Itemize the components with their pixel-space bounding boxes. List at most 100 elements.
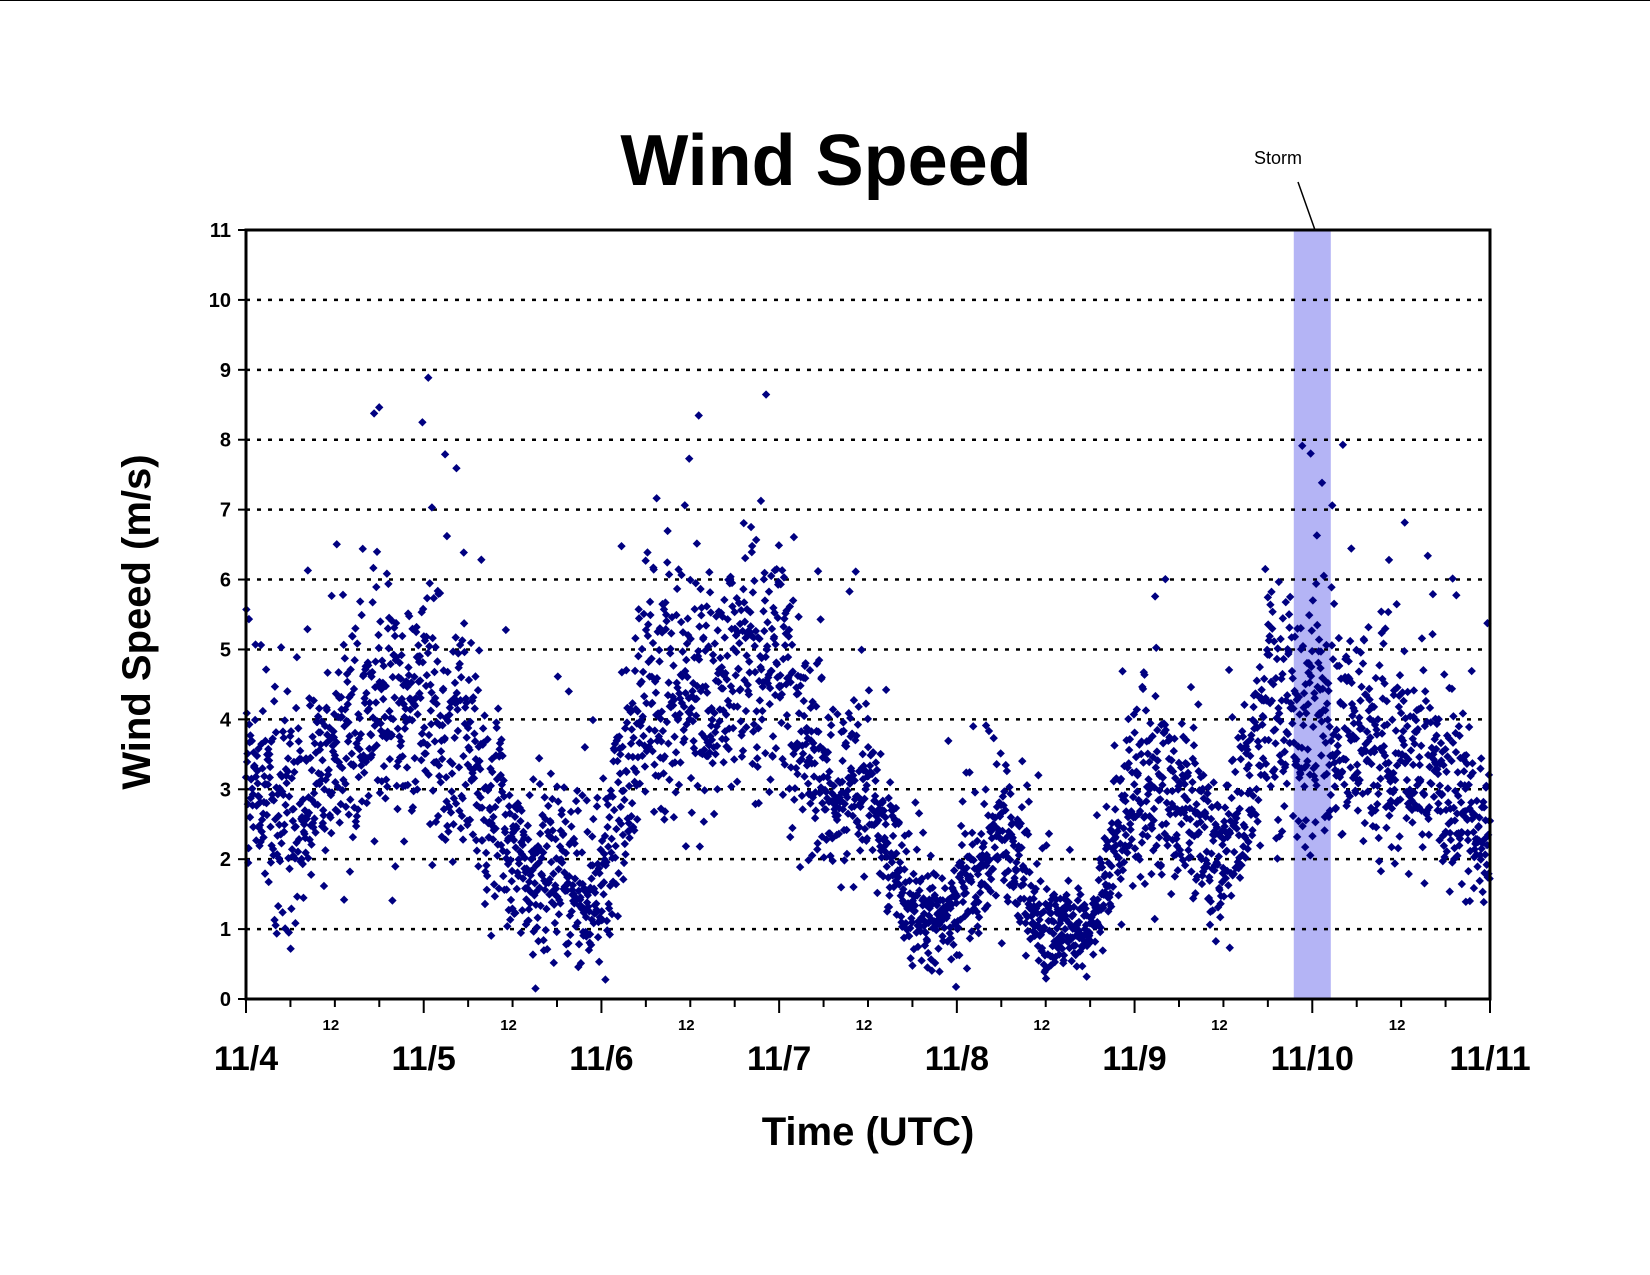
data-point: [1048, 941, 1057, 951]
data-point: [842, 825, 851, 835]
data-point: [1157, 820, 1167, 830]
data-point: [328, 741, 337, 751]
data-point: [491, 824, 500, 833]
data-point: [1058, 936, 1068, 945]
data-point: [1389, 686, 1399, 695]
data-point: [1442, 847, 1452, 856]
data-point: [578, 791, 587, 800]
data-point: [1224, 881, 1233, 890]
data-point: [422, 593, 432, 603]
data-point: [1003, 897, 1013, 906]
data-point: [1379, 639, 1388, 648]
data-point: [269, 697, 279, 706]
data-point: [1026, 934, 1035, 944]
data-point: [510, 812, 520, 821]
data-point: [388, 672, 397, 682]
data-point: [1477, 754, 1486, 763]
data-point: [1307, 626, 1316, 635]
data-point: [1279, 735, 1289, 745]
data-point: [1393, 844, 1403, 853]
data-point: [516, 816, 525, 826]
data-point: [985, 855, 994, 864]
data-point: [521, 920, 531, 929]
data-point: [891, 803, 901, 813]
data-point: [495, 744, 504, 754]
data-point: [1305, 678, 1314, 687]
data-point: [818, 753, 828, 762]
data-point: [1277, 696, 1286, 705]
data-point: [730, 755, 739, 764]
data-point: [1022, 781, 1032, 790]
data-point: [559, 829, 568, 839]
data-point: [251, 772, 261, 781]
data-point: [576, 959, 586, 968]
data-point: [899, 884, 908, 894]
data-point: [1269, 637, 1279, 646]
data-point: [1354, 667, 1364, 676]
data-point: [1071, 941, 1080, 950]
data-point: [799, 696, 808, 706]
data-point: [570, 899, 579, 908]
data-point: [833, 709, 842, 719]
data-point: [1033, 908, 1042, 918]
data-point: [1249, 791, 1258, 800]
data-point: [396, 737, 406, 746]
data-point: [1400, 759, 1410, 768]
data-point: [1420, 879, 1429, 888]
data-point: [656, 804, 666, 813]
data-point: [361, 757, 371, 767]
data-point: [504, 802, 514, 811]
data-point: [1068, 910, 1078, 919]
data-point: [661, 598, 670, 607]
data-point: [956, 821, 966, 831]
data-point: [625, 833, 634, 843]
data-point: [1261, 564, 1270, 574]
data-point: [355, 713, 365, 723]
data-point: [258, 764, 267, 773]
data-point: [1449, 854, 1459, 864]
data-point: [1013, 911, 1023, 920]
data-point: [1464, 722, 1474, 732]
data-point: [439, 684, 448, 693]
data-point: [1264, 735, 1273, 745]
data-point: [1229, 847, 1239, 857]
data-point: [674, 780, 684, 790]
data-point: [708, 650, 718, 659]
data-point: [1452, 809, 1462, 818]
data-point: [686, 634, 695, 644]
data-point: [341, 779, 350, 789]
data-point: [901, 919, 911, 928]
data-point: [974, 928, 983, 938]
data-point: [1185, 838, 1194, 848]
data-point: [606, 786, 616, 795]
data-point: [735, 639, 744, 648]
data-point: [744, 690, 754, 699]
data-point: [904, 931, 914, 941]
data-point: [1059, 956, 1068, 965]
data-point: [760, 568, 769, 578]
data-point: [1033, 941, 1043, 951]
data-point: [892, 849, 901, 858]
data-point: [420, 723, 429, 732]
data-point: [865, 761, 875, 770]
data-point: [710, 708, 719, 718]
data-point: [1415, 752, 1424, 762]
data-point: [757, 665, 766, 674]
data-point: [1416, 703, 1426, 713]
data-point: [376, 726, 386, 735]
data-point: [713, 785, 722, 794]
data-point: [1107, 862, 1116, 871]
data-point: [1278, 669, 1287, 679]
data-point: [1074, 926, 1083, 935]
data-point: [354, 710, 363, 719]
data-point: [1472, 796, 1482, 806]
data-point: [545, 875, 554, 884]
data-point: [263, 780, 273, 789]
data-point: [594, 957, 604, 966]
data-point: [881, 685, 891, 695]
data-point: [1104, 858, 1113, 868]
data-point: [1265, 650, 1274, 660]
data-point: [1361, 739, 1370, 749]
data-point: [701, 646, 710, 655]
